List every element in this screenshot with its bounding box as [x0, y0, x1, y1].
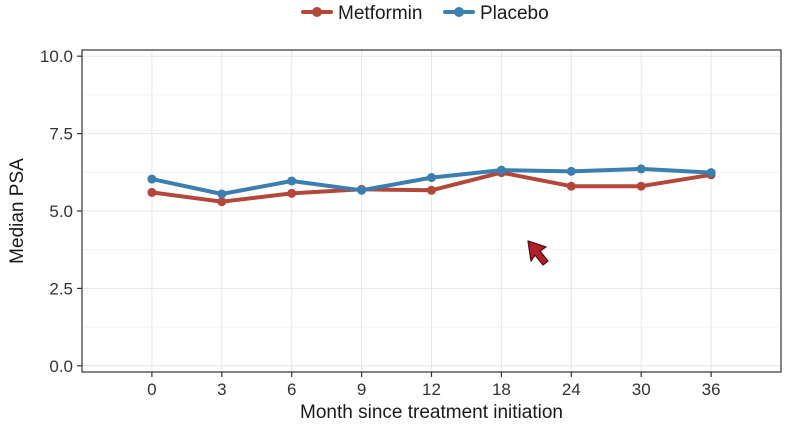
legend-marker-placebo: [454, 7, 464, 17]
x-tick-label: 0: [147, 380, 156, 399]
x-axis-title: Month since treatment initiation: [300, 402, 563, 423]
legend-marker-metformin: [312, 7, 322, 17]
data-point-placebo: [147, 174, 157, 184]
data-point-metformin: [427, 185, 436, 195]
cursor-arrow: [527, 240, 549, 266]
data-point-metformin: [287, 188, 297, 198]
y-tick-label: 5.0: [49, 202, 73, 221]
data-point-metformin: [147, 187, 157, 197]
data-point-placebo: [287, 176, 297, 186]
y-axis: 0.0 2.5 5.0 7.5 10.0: [40, 47, 82, 376]
y-tick-label: 0.0: [49, 357, 73, 376]
x-tick-label: 6: [287, 380, 296, 399]
y-tick-label: 2.5: [49, 279, 73, 298]
legend-label-placebo: Placebo: [480, 3, 549, 24]
data-point-placebo: [357, 185, 367, 195]
mouse-cursor-icon: [527, 240, 549, 266]
x-tick-label: 18: [492, 380, 511, 399]
data-point-placebo: [427, 173, 436, 183]
data-point-placebo: [566, 166, 576, 176]
y-tick-label: 10.0: [40, 47, 73, 66]
data-point-placebo: [706, 168, 716, 178]
plot-area: [81, 49, 782, 373]
x-tick-label: 3: [217, 380, 226, 399]
data-point-metformin: [636, 181, 646, 191]
y-axis-title: Median PSA: [7, 158, 28, 264]
legend: Metformin Placebo: [301, 3, 549, 24]
data-point-placebo: [496, 165, 506, 175]
x-tick-label: 36: [702, 380, 721, 399]
x-tick-label: 12: [422, 380, 441, 399]
y-tick-label: 7.5: [49, 125, 73, 144]
data-point-placebo: [217, 189, 227, 199]
data-point-placebo: [636, 164, 646, 174]
legend-label-metformin: Metformin: [338, 3, 422, 24]
data-point-metformin: [217, 197, 227, 207]
x-axis: 0 3 6 9 12 18 24 30 36: [147, 372, 721, 399]
x-tick-label: 9: [357, 380, 366, 399]
x-tick-label: 24: [562, 380, 581, 399]
x-tick-label: 30: [632, 380, 651, 399]
data-point-metformin: [566, 181, 576, 191]
